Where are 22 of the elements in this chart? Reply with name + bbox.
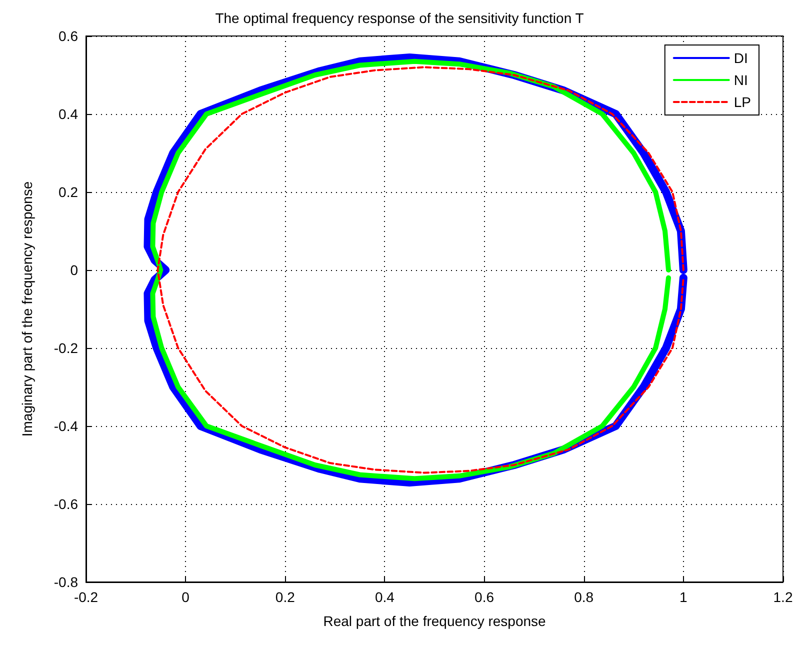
y-tick-label: -0.4 (54, 418, 78, 434)
y-tick-label: -0.6 (54, 496, 78, 512)
x-tick-label: 1 (680, 589, 688, 605)
x-tick-label: 0 (182, 589, 190, 605)
y-axis-title: Imaginary part of the frequency response (19, 181, 35, 437)
y-tick-label: 0.2 (58, 184, 78, 200)
y-tick-label: -0.8 (54, 574, 78, 590)
y-tick-label: 0.4 (58, 106, 78, 122)
x-tick-label: 1.2 (773, 589, 793, 605)
legend-label: NI (734, 72, 748, 88)
x-tick-label: -0.2 (74, 589, 98, 605)
legend-label: LP (734, 94, 751, 110)
x-tick-label: 0.6 (474, 589, 494, 605)
x-tick-label: 0.2 (275, 589, 296, 605)
chart-title: The optimal frequency response of the sensitivity function T (215, 10, 584, 26)
x-tick-label: 0.8 (574, 589, 594, 605)
x-axis-title: Real part of the frequency response (323, 613, 546, 629)
y-tick-label: 0.6 (58, 28, 78, 44)
y-tick-label: 0 (70, 262, 78, 278)
y-tick-label: -0.2 (54, 340, 78, 356)
legend-label: DI (734, 50, 748, 66)
x-tick-label: 0.4 (374, 589, 395, 605)
